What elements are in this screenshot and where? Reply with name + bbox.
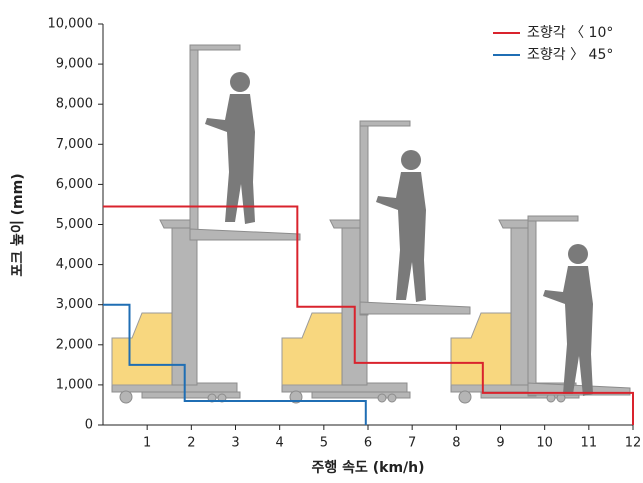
operator	[543, 244, 593, 396]
y-tick-label: 2,000	[56, 337, 93, 352]
cab-top	[189, 44, 241, 51]
y-tick-label: 8,000	[56, 97, 93, 112]
x-axis-label: 주행 속도 (km/h)	[311, 460, 424, 476]
y-tick-label: 6,000	[56, 177, 93, 192]
y-tick-label: 10,000	[48, 17, 94, 32]
x-tick-label: 11	[581, 436, 598, 451]
y-axis-label: 포크 높이 (mm)	[9, 173, 26, 276]
y-tick-label: 9,000	[56, 57, 93, 72]
x-tick-label: 9	[496, 436, 504, 451]
illustration	[111, 44, 631, 404]
y-tick-label: 4,000	[56, 257, 93, 272]
x-tick-label: 2	[187, 436, 195, 451]
x-tick-label: 5	[320, 436, 328, 451]
platform	[359, 301, 471, 315]
x-tick-label: 12	[625, 436, 642, 451]
y-tick-label: 0	[85, 418, 93, 433]
legend-text: 조향각 〈 10°	[527, 25, 613, 41]
x-tick-label: 7	[408, 436, 416, 451]
y-tick-label: 3,000	[56, 297, 93, 312]
legend-text: 조향각 〉 45°	[527, 47, 613, 63]
series-line	[103, 205, 634, 425]
y-tick-label: 7,000	[56, 137, 93, 152]
x-tick-label: 10	[536, 436, 553, 451]
forklift	[111, 219, 241, 404]
platform	[189, 228, 301, 241]
operator	[376, 150, 426, 302]
x-tick-label: 4	[276, 436, 284, 451]
x-tick-label: 3	[231, 436, 239, 451]
x-tick-label: 1	[143, 436, 151, 451]
x-tick-label: 8	[452, 436, 460, 451]
cab-top	[359, 120, 411, 127]
y-tick-label: 1,000	[56, 377, 93, 392]
cab-top	[527, 215, 579, 222]
series-line	[103, 303, 367, 425]
x-tick-label: 6	[364, 436, 372, 451]
operator	[205, 72, 255, 224]
cab-mast	[359, 120, 369, 316]
cab-mast	[527, 215, 537, 397]
cab-mast	[189, 44, 199, 241]
y-tick-label: 5,000	[56, 217, 93, 232]
